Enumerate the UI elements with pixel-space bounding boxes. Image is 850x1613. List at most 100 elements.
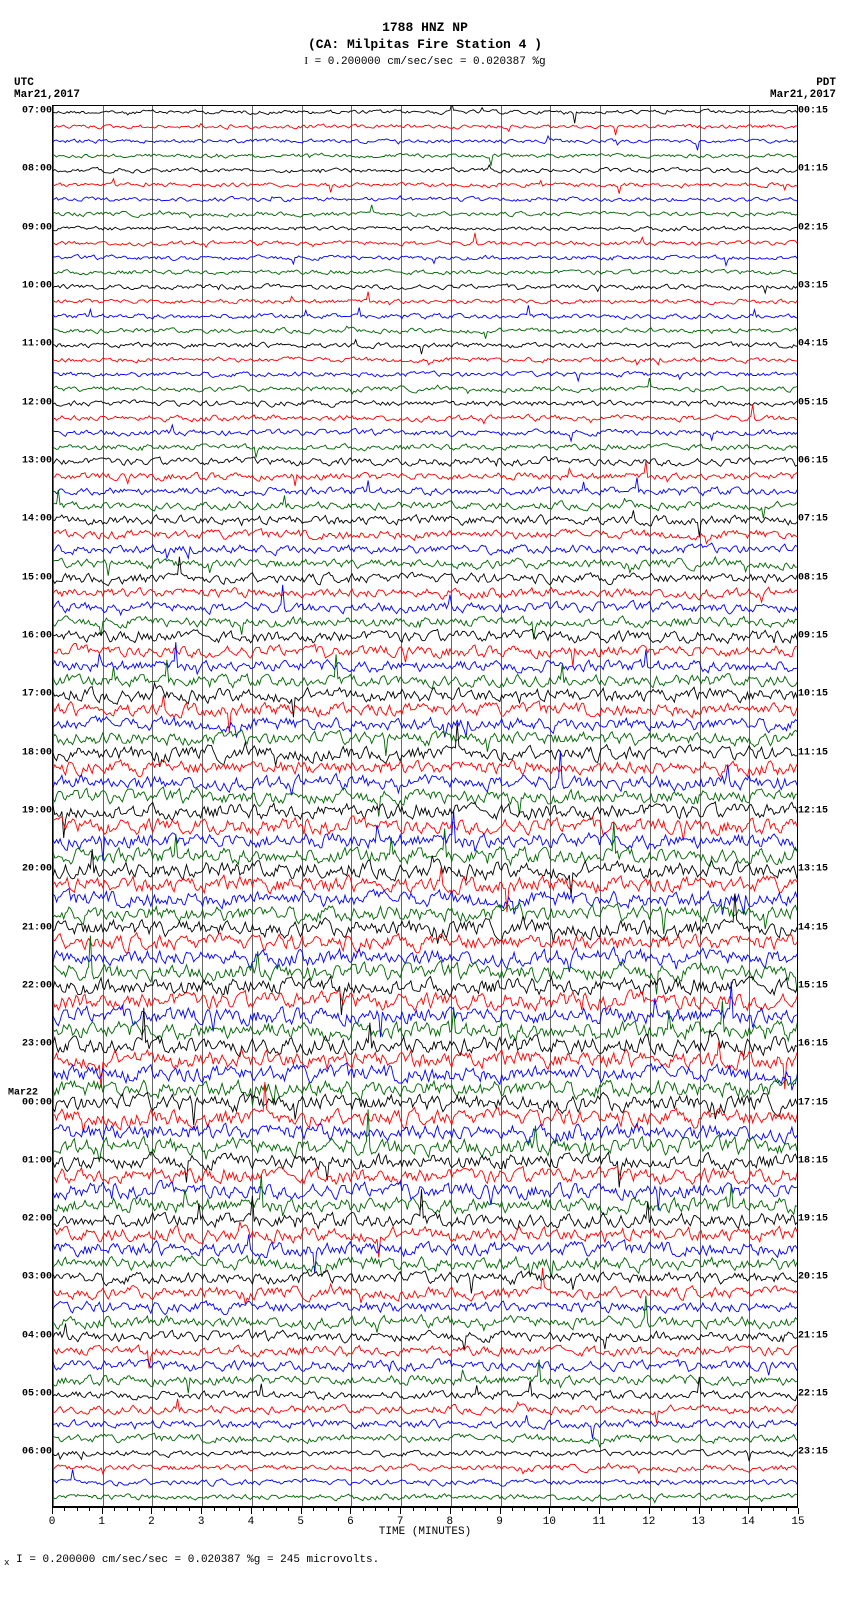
x-tick-label: 0 — [49, 1516, 56, 1528]
x-tick-minor — [587, 1508, 588, 1511]
utc-hour-label: 07:00 — [22, 106, 52, 117]
seismic-trace — [53, 404, 798, 423]
x-tick-minor — [64, 1508, 65, 1511]
pdt-hour-label: 05:15 — [798, 397, 828, 408]
seismic-trace — [53, 585, 798, 615]
x-tick-minor — [326, 1508, 327, 1511]
seismic-trace — [53, 510, 798, 536]
pdt-hour-label: 13:15 — [798, 864, 828, 875]
x-tick-label: 1 — [98, 1516, 105, 1528]
seismic-trace — [53, 947, 798, 972]
utc-hour-label: 13:00 — [22, 455, 52, 466]
utc-hour-label: 03:00 — [22, 1272, 52, 1283]
seismic-trace — [53, 982, 798, 1037]
seismic-trace — [53, 1123, 798, 1144]
pdt-hour-label: 00:15 — [798, 106, 828, 117]
x-tick — [400, 1508, 401, 1514]
footer-scale: x I = 0.200000 cm/sec/sec = 0.020387 %g … — [0, 1548, 850, 1578]
utc-hour-label: 06:00 — [22, 1447, 52, 1458]
x-tick — [450, 1508, 451, 1514]
utc-block: UTC Mar21,2017 — [14, 77, 80, 101]
seismic-trace — [53, 196, 798, 202]
pdt-hour-label: 02:15 — [798, 222, 828, 233]
seismic-trace — [53, 269, 798, 275]
utc-hour-label: 17:00 — [22, 689, 52, 700]
seismic-trace — [53, 1415, 798, 1438]
x-tick — [748, 1508, 749, 1514]
x-tick-label: 12 — [642, 1516, 655, 1528]
x-tick-minor — [388, 1508, 389, 1511]
x-tick-minor — [338, 1508, 339, 1511]
pdt-hour-label: 12:15 — [798, 805, 828, 816]
seismic-trace — [53, 903, 798, 934]
x-tick-minor — [313, 1508, 314, 1511]
x-tick-minor — [537, 1508, 538, 1511]
seismic-trace — [53, 1463, 798, 1474]
seismic-trace — [53, 226, 798, 231]
seismic-trace — [53, 478, 798, 496]
right-time-axis: 00:1501:1502:1503:1504:1505:1506:1507:15… — [798, 105, 842, 1505]
x-tick-minor — [487, 1508, 488, 1511]
seismic-trace — [53, 444, 798, 458]
utc-hour-label: 23:00 — [22, 1039, 52, 1050]
left-time-axis: 07:0008:0009:0010:0011:0012:0013:0014:00… — [8, 105, 52, 1505]
seismic-trace — [53, 1469, 798, 1486]
seismic-trace — [53, 1189, 798, 1229]
x-tick-label: 14 — [742, 1516, 755, 1528]
x-tick — [549, 1508, 550, 1514]
pdt-hour-label: 15:15 — [798, 980, 828, 991]
seismic-trace — [53, 1359, 798, 1375]
x-tick-minor — [114, 1508, 115, 1511]
header-dates: UTC Mar21,2017 PDT Mar21,2017 — [0, 69, 850, 105]
seismic-trace — [53, 644, 798, 667]
seismic-trace — [53, 326, 798, 339]
x-tick-minor — [263, 1508, 264, 1511]
utc-hour-label: 11:00 — [22, 339, 52, 350]
seismic-trace — [53, 179, 798, 194]
seismic-trace — [53, 760, 798, 777]
utc-hour-label: 20:00 — [22, 864, 52, 875]
seismic-trace — [53, 642, 798, 674]
x-tick-minor — [164, 1508, 165, 1511]
x-axis: TIME (MINUTES) 0123456789101112131415 — [52, 1507, 798, 1548]
pdt-hour-label: 08:15 — [798, 572, 828, 583]
x-tick-minor — [437, 1508, 438, 1511]
seismic-trace — [53, 1152, 798, 1187]
x-tick-minor — [127, 1508, 128, 1511]
x-tick-minor — [574, 1508, 575, 1511]
x-tick-minor — [288, 1508, 289, 1511]
seismic-trace — [53, 695, 798, 733]
seismic-trace — [53, 787, 798, 817]
utc-hour-label: 22:00 — [22, 980, 52, 991]
x-tick — [52, 1508, 53, 1514]
seismic-trace — [53, 616, 798, 640]
x-tick-minor — [711, 1508, 712, 1511]
x-tick-minor — [226, 1508, 227, 1511]
seismic-trace — [53, 683, 798, 717]
seismic-trace — [53, 868, 798, 913]
x-tick-minor — [189, 1508, 190, 1511]
seismic-trace — [53, 1166, 798, 1184]
x-tick — [201, 1508, 202, 1514]
x-tick-label: 3 — [198, 1516, 205, 1528]
scale-bar-text: I = 0.200000 cm/sec/sec = 0.020387 %g — [0, 54, 850, 69]
seismic-trace — [53, 543, 798, 558]
utc-hour-label: 19:00 — [22, 805, 52, 816]
pdt-hour-label: 19:15 — [798, 1214, 828, 1225]
x-tick-minor — [562, 1508, 563, 1511]
utc-hour-label: 15:00 — [22, 572, 52, 583]
pdt-hour-label: 03:15 — [798, 281, 828, 292]
x-tick-minor — [475, 1508, 476, 1511]
x-tick-minor — [363, 1508, 364, 1511]
utc-hour-label: 12:00 — [22, 397, 52, 408]
x-tick-label: 4 — [248, 1516, 255, 1528]
utc-hour-label: 14:00 — [22, 514, 52, 525]
pdt-hour-label: 16:15 — [798, 1039, 828, 1050]
x-tick — [350, 1508, 351, 1514]
seismic-trace — [53, 1324, 798, 1351]
seismic-trace — [53, 305, 798, 319]
x-tick — [649, 1508, 650, 1514]
utc-hour-label: 21:00 — [22, 922, 52, 933]
utc-hour-label: 10:00 — [22, 281, 52, 292]
seismic-trace — [53, 1433, 798, 1446]
